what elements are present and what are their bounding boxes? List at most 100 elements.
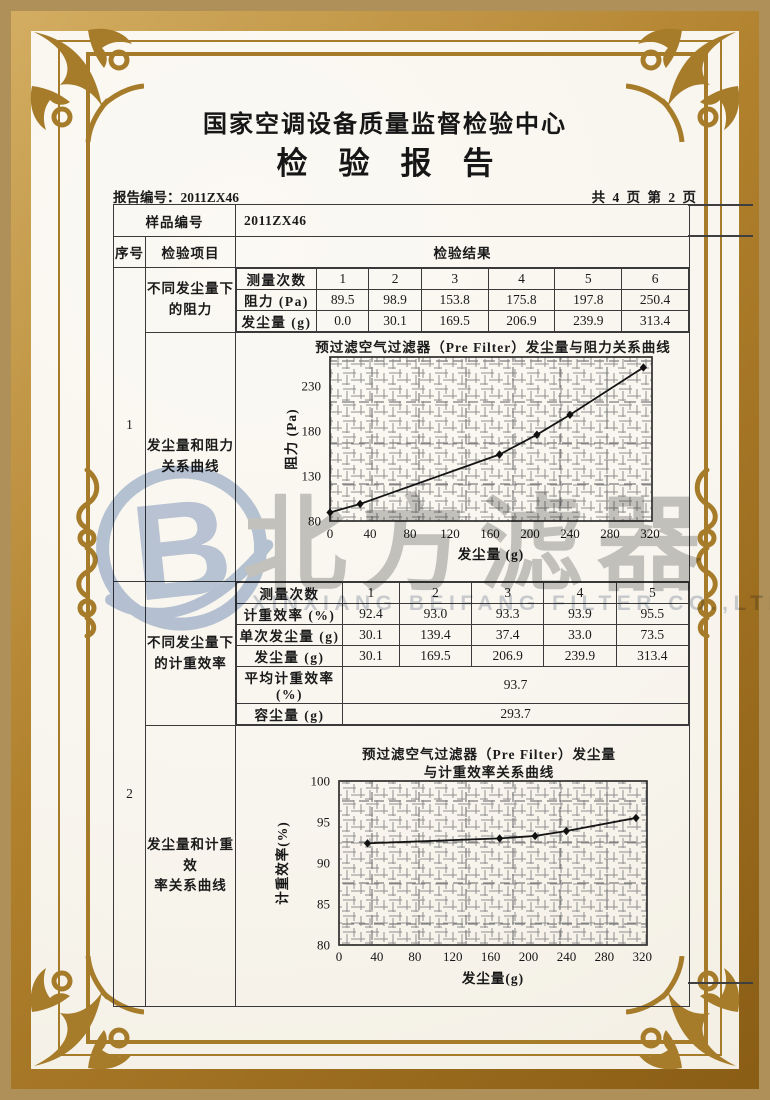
svg-text:180: 180 [302, 423, 322, 438]
results-table: 样品编号 2011ZX46 序号 检验项目 检验结果 1 不同发尘量下 的阻力 … [113, 204, 690, 1007]
table-row: 容尘量 (g) 293.7 [236, 703, 689, 725]
measurement-table-2: 测量次数 1 2 3 4 5 计重效率 (%) 92.4 93.0 93.3 93.9 95.5 单次发… [236, 582, 690, 725]
svg-text:0: 0 [327, 526, 334, 541]
row-label: 阻力 (Pa) [236, 289, 317, 311]
svg-text:80: 80 [317, 938, 330, 953]
measurement-table-1: 测量次数 1 2 3 4 5 6 阻力 (Pa) 89.5 98.9 153.8 175.8 197.8… [236, 268, 689, 332]
svg-text:230: 230 [302, 378, 322, 393]
row-label: 测量次数 [236, 268, 317, 290]
table-cell: 206.9 [487, 310, 556, 332]
column-header-result: 检验结果 [235, 236, 690, 268]
item-cell: 不同发尘量下 的计重效率 [145, 581, 236, 726]
table-cell: 2 [398, 582, 473, 604]
page-indicator: 共 4 页 第 2 页 [591, 190, 698, 205]
svg-text:发尘量 (g): 发尘量 (g) [457, 546, 525, 562]
row-label: 计重效率 (%) [236, 603, 343, 625]
corner-ornament-icon [626, 28, 740, 142]
table-cell: 4 [487, 268, 556, 290]
table-cell: 3 [471, 582, 545, 604]
row-label: 容尘量 (g) [236, 703, 343, 725]
resistance-curve-chart: 预过滤空气过滤器（Pre Filter）发尘量与阻力关系曲线 80 130 180 23… [283, 339, 671, 562]
center-name: 国家空调设备质量监督检验中心 [203, 112, 567, 138]
table-row: 测量次数 1 2 3 4 5 [236, 582, 690, 604]
svg-text:240: 240 [557, 949, 577, 964]
table-cell: 2 [368, 268, 422, 290]
table-cell: 73.5 [615, 624, 690, 646]
table-row: 平均计重效率 (%) 93.7 [236, 666, 689, 704]
svg-text:40: 40 [364, 526, 377, 541]
table-cell: 3 [420, 268, 489, 290]
row-label: 发尘量 (g) [236, 310, 317, 332]
table-cell: 175.8 [487, 289, 556, 311]
row-label: 单次发尘量 (g) [236, 624, 343, 646]
row-label: 测量次数 [236, 582, 343, 604]
item-cell: 发尘量和计重效 率关系曲线 [145, 725, 236, 1007]
svg-text:240: 240 [560, 526, 580, 541]
rule-line [688, 235, 753, 237]
table-cell: 169.5 [420, 310, 489, 332]
table-cell: 239.9 [554, 310, 623, 332]
svg-text:80: 80 [408, 949, 421, 964]
row-label: 发尘量 (g) [236, 645, 343, 667]
table-cell: 239.9 [543, 645, 617, 667]
corner-ornament-icon [30, 956, 144, 1070]
merged-value-cell: 93.7 [342, 666, 689, 704]
table-cell: 93.9 [543, 603, 617, 625]
table-cell: 206.9 [471, 645, 545, 667]
table-cell: 197.8 [554, 289, 623, 311]
svg-text:200: 200 [519, 949, 539, 964]
sample-row: 样品编号 2011ZX46 [113, 204, 690, 237]
table-cell: 5 [554, 268, 623, 290]
svg-text:280: 280 [595, 949, 615, 964]
svg-text:85: 85 [317, 897, 330, 912]
table-row: 测量次数 1 2 3 4 5 6 [236, 268, 689, 290]
table-row: 发尘量 (g) 0.0 30.1 169.5 206.9 239.9 313.4 [236, 310, 689, 332]
column-header-seq: 序号 [113, 236, 146, 268]
table-row: 发尘量和计重效 率关系曲线 预过滤空气过滤器（Pre Filter）发尘量 与计重… [114, 725, 690, 1007]
column-header-item: 检验项目 [145, 236, 236, 268]
table-cell: 37.4 [471, 624, 545, 646]
table-cell: 93.0 [398, 603, 473, 625]
item-cell: 发尘量和阻力 关系曲线 [145, 332, 236, 582]
table-cell: 139.4 [398, 624, 473, 646]
table-cell: 313.4 [621, 310, 689, 332]
sample-value: 2011ZX46 [235, 204, 690, 237]
svg-text:320: 320 [640, 526, 660, 541]
merged-value-cell: 293.7 [342, 703, 689, 725]
svg-text:130: 130 [302, 468, 322, 483]
report-number: 报告编号：2011ZX46 [113, 190, 240, 205]
svg-text:发尘量(g): 发尘量(g) [461, 970, 524, 986]
table-cell: 30.1 [342, 645, 400, 667]
svg-text:90: 90 [317, 856, 330, 871]
table-cell: 250.4 [621, 289, 689, 311]
table-cell: 5 [615, 582, 690, 604]
table-cell: 6 [621, 268, 689, 290]
table-cell: 4 [543, 582, 617, 604]
table-cell: 89.5 [315, 289, 370, 311]
table-cell: 33.0 [543, 624, 617, 646]
corner-ornament-icon [30, 28, 144, 142]
svg-text:120: 120 [440, 526, 460, 541]
table-row: 发尘量 (g) 30.1 169.5 206.9 239.9 313.4 [236, 645, 690, 667]
svg-text:80: 80 [404, 526, 417, 541]
frame-line-thin [58, 40, 722, 1056]
table-row: 发尘量和阻力 关系曲线 预过滤空气过滤器（Pre Filter）发尘量与阻力关系… [114, 332, 690, 582]
table-cell: 98.9 [368, 289, 422, 311]
table-cell: 0.0 [315, 310, 370, 332]
table-cell: 95.5 [615, 603, 690, 625]
table-cell: 30.1 [368, 310, 422, 332]
scroll-ornament-icon [76, 468, 100, 638]
svg-text:280: 280 [600, 526, 620, 541]
svg-text:100: 100 [311, 774, 331, 789]
svg-text:计重效率(%): 计重效率(%) [274, 821, 290, 905]
table-cell: 169.5 [398, 645, 473, 667]
svg-text:40: 40 [370, 949, 383, 964]
table-row: 1 不同发尘量下 的阻力 测量次数 1 2 3 4 5 6 阻力 (Pa) 89.5 98.9 15… [113, 267, 690, 582]
svg-text:0: 0 [336, 949, 343, 964]
row-label: 平均计重效率 (%) [236, 666, 343, 704]
table-row: 阻力 (Pa) 89.5 98.9 153.8 175.8 197.8 250.4 [236, 289, 689, 311]
svg-text:320: 320 [633, 949, 653, 964]
svg-text:预过滤空气过滤器（Pre Filter）发尘量与阻力关系曲线: 预过滤空气过滤器（Pre Filter）发尘量与阻力关系曲线 [315, 339, 671, 355]
